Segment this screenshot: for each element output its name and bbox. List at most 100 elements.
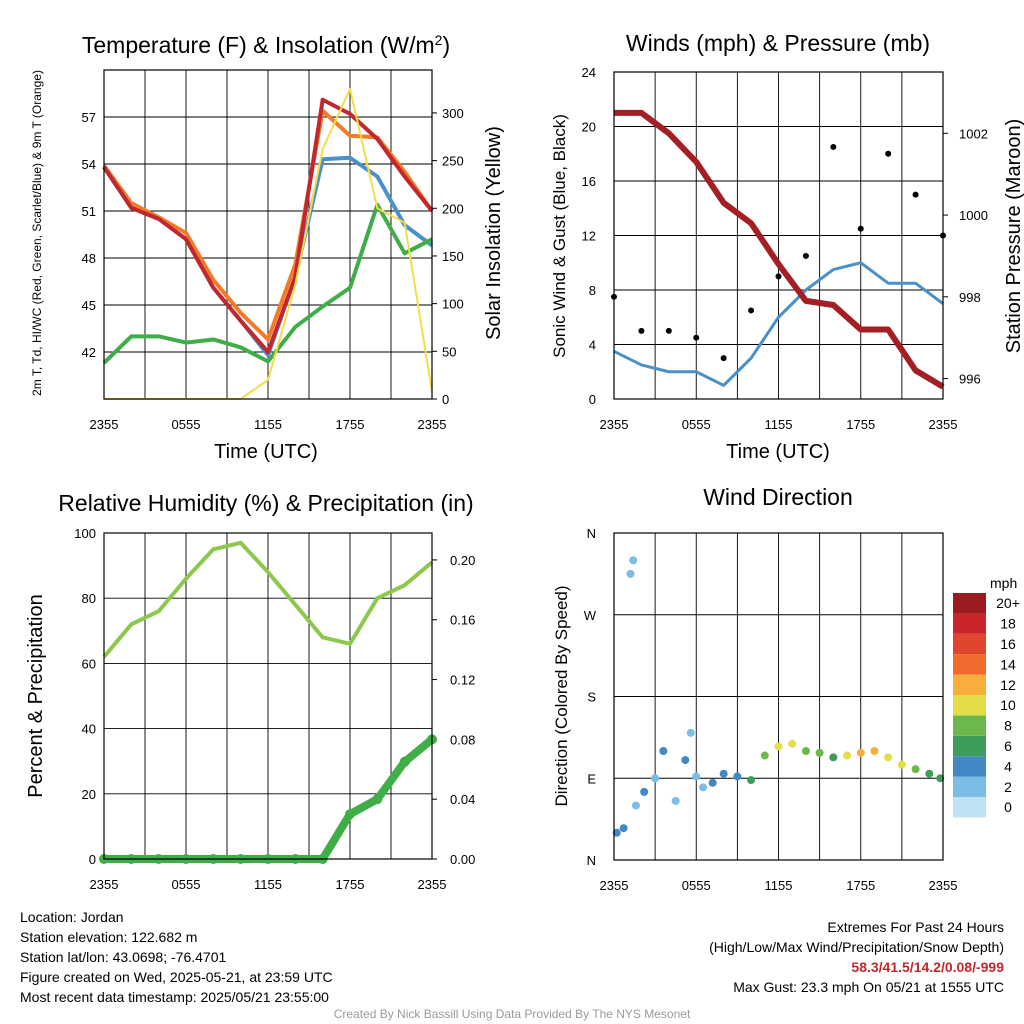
x-tick-label: 1155 [254, 877, 282, 892]
colorbar-label: 8 [1004, 718, 1012, 734]
wind-direction-title: Wind Direction [703, 484, 853, 510]
y-tick-label: 12 [582, 229, 596, 244]
direction-point [897, 760, 906, 769]
humidity-chart-title: Relative Humidity (%) & Precipitation (i… [58, 490, 473, 516]
y-tick-label: 48 [82, 251, 96, 266]
temperature-x-axis-label: Time (UTC) [214, 441, 318, 463]
direction-point [856, 748, 865, 757]
y-tick-label: 8 [589, 283, 596, 298]
direction-point [760, 751, 769, 760]
x-tick-label: 1755 [846, 878, 875, 893]
y-tick-label: 42 [82, 345, 96, 360]
x-tick-label: 2355 [929, 417, 958, 432]
wind-direction-chart: Wind Direction Direction (Colored By Spe… [552, 484, 1020, 893]
y-right-tick-label: 0.04 [450, 792, 475, 807]
colorbar-swatch [953, 735, 986, 757]
x-tick-label: 2355 [418, 417, 447, 432]
y-right-tick-label: 0.12 [450, 673, 475, 688]
gust-dot [720, 355, 727, 362]
winds-pressure-chart: Winds (mph) & Pressure (mb) Time (UTC) S… [550, 30, 1024, 463]
x-tick-label: 0555 [682, 417, 711, 432]
direction-point [692, 772, 701, 781]
x-tick-label: 0555 [172, 417, 201, 432]
y-right-tick-label: 150 [442, 249, 464, 264]
y-tick-label: 100 [74, 526, 96, 541]
station-latlon: Station lat/lon: 43.0698; -76.4701 [20, 949, 227, 965]
colorbar-label: 10 [1000, 697, 1016, 713]
gust-dot [693, 334, 700, 341]
y-tick-label: 51 [82, 204, 96, 219]
humidity-precip-chart: Relative Humidity (%) & Precipitation (i… [25, 490, 475, 892]
extremes-subtitle: (High/Low/Max Wind/Precipitation/Snow De… [709, 939, 1004, 955]
x-tick-label: 1755 [846, 417, 875, 432]
y-tick-label: 57 [82, 110, 96, 125]
colorbar-label: 14 [1000, 656, 1016, 672]
credit-line: Created By Nick Bassill Using Data Provi… [333, 1007, 691, 1021]
direction-point [774, 742, 783, 751]
gust-dot [748, 307, 755, 314]
y-tick-label: W [584, 608, 597, 623]
colorbar-label: 6 [1004, 738, 1012, 754]
colorbar-label: 12 [1000, 677, 1016, 693]
station-info: Location: Jordan Station elevation: 122.… [20, 907, 333, 1007]
direction-point [733, 772, 742, 781]
colorbar-swatch [953, 776, 986, 797]
x-tick-label: 2355 [929, 878, 958, 893]
direction-point [843, 751, 852, 760]
colorbar-swatch [953, 674, 986, 695]
direction-point [801, 747, 810, 755]
y-tick-label: E [587, 771, 596, 786]
y-right-tick-label: 996 [959, 372, 981, 387]
direction-point [708, 778, 717, 787]
direction-point [681, 756, 690, 765]
y-tick-label: 20 [582, 120, 596, 135]
direction-point [671, 796, 680, 805]
direction-left-axis-label: Direction (Colored By Speed) [552, 585, 571, 806]
x-tick-label: 1155 [765, 417, 793, 432]
x-tick-label: 2355 [418, 877, 447, 892]
most-recent-timestamp: Most recent data timestamp: 2025/05/21 2… [20, 989, 329, 1005]
gust-dot [638, 327, 645, 334]
gust-dot [912, 191, 919, 198]
y-tick-label: 20 [82, 787, 96, 802]
colorbar-swatch [953, 613, 986, 634]
colorbar-swatch [953, 633, 986, 655]
temperature-chart-title: Temperature (F) & Insolation (W/m2) [82, 32, 450, 58]
temperature-left-axis-label: 2m T, Td, HI/WC (Red, Green, Scarlet/Blu… [30, 70, 44, 396]
direction-point [619, 824, 628, 833]
direction-point [659, 747, 668, 755]
x-tick-label: 1755 [336, 417, 365, 432]
y-tick-label: 0 [589, 392, 596, 407]
colorbar-label: 4 [1004, 758, 1012, 774]
y-right-tick-label: 100 [442, 297, 464, 312]
y-right-tick-label: 1000 [959, 208, 988, 223]
colorbar-swatch [953, 593, 986, 614]
y-right-tick-label: 998 [959, 290, 981, 305]
temperature-insolation-chart: Temperature (F) & Insolation (W/m2) Time… [30, 32, 505, 463]
y-tick-label: 0 [89, 852, 96, 867]
colorbar-label: 20+ [996, 595, 1020, 611]
colorbar-label: 18 [1000, 616, 1016, 632]
x-tick-label: 2355 [600, 417, 629, 432]
gust-dot [857, 225, 864, 232]
direction-point [640, 787, 649, 796]
winds-chart-title: Winds (mph) & Pressure (mb) [626, 30, 930, 56]
colorbar-swatch [953, 654, 986, 675]
colorbar-swatch [953, 756, 986, 777]
insolation-right-axis-label: Solar Insolation (Yellow) [483, 126, 505, 340]
station-location: Location: Jordan [20, 909, 124, 925]
colorbar-label: 16 [1000, 636, 1016, 652]
direction-point [719, 769, 728, 778]
direction-point [747, 776, 756, 785]
y-right-tick-label: 50 [442, 344, 456, 359]
y-right-tick-label: 250 [442, 154, 464, 169]
x-tick-label: 2355 [90, 417, 119, 432]
direction-point [829, 753, 838, 762]
y-tick-label: 80 [82, 591, 96, 606]
direction-point [870, 747, 879, 755]
y-tick-label: 24 [582, 65, 596, 80]
direction-point [911, 765, 920, 774]
y-tick-label: 40 [82, 722, 96, 737]
pressure-right-axis-label: Station Pressure (Maroon) [1003, 119, 1024, 354]
